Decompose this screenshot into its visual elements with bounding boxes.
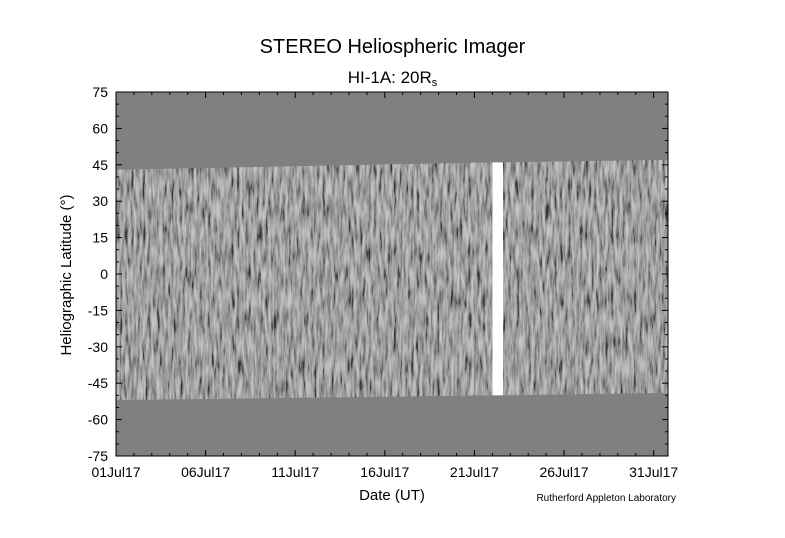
- subtitle-main: HI-1A: 20R: [347, 68, 432, 87]
- y-tick-label: -45: [88, 375, 108, 391]
- x-axis-title: Date (UT): [359, 487, 425, 504]
- x-tick-label: 01Jul17: [91, 464, 140, 480]
- y-tick-label: -75: [88, 448, 108, 464]
- segment-texture: [503, 159, 668, 396]
- data-segment: [116, 162, 493, 401]
- data-gap: [492, 162, 504, 396]
- y-tick-label: 75: [92, 84, 108, 100]
- y-tick-label: 15: [92, 230, 108, 246]
- credit-text: Rutherford Appleton Laboratory: [536, 493, 676, 504]
- data-segment: [503, 159, 668, 396]
- segment-texture: [116, 162, 493, 401]
- y-tick-label: 0: [100, 266, 108, 282]
- x-tick-label: 31Jul17: [629, 464, 678, 480]
- y-tick-label: -60: [88, 412, 108, 428]
- y-tick-label: 60: [92, 120, 108, 136]
- x-tick-label: 16Jul17: [360, 464, 409, 480]
- x-tick-label: 11Jul17: [271, 464, 319, 480]
- y-tick-label: 45: [92, 157, 108, 173]
- chart-subtitle: HI-1A: 20Rs: [0, 68, 785, 89]
- y-tick-label: -15: [88, 302, 108, 318]
- chart-title: STEREO Heliospheric Imager: [259, 36, 526, 58]
- x-tick-label: 26Jul17: [540, 464, 589, 480]
- y-tick-label: 30: [92, 193, 108, 209]
- x-tick-label: 21Jul17: [450, 464, 499, 480]
- data-layer: [116, 159, 668, 401]
- y-tick-label: -30: [88, 339, 108, 355]
- x-tick-label: 06Jul17: [181, 464, 230, 480]
- y-axis-title: Heliographic Latitude (°): [58, 194, 75, 355]
- subtitle-subscript: s: [431, 77, 438, 89]
